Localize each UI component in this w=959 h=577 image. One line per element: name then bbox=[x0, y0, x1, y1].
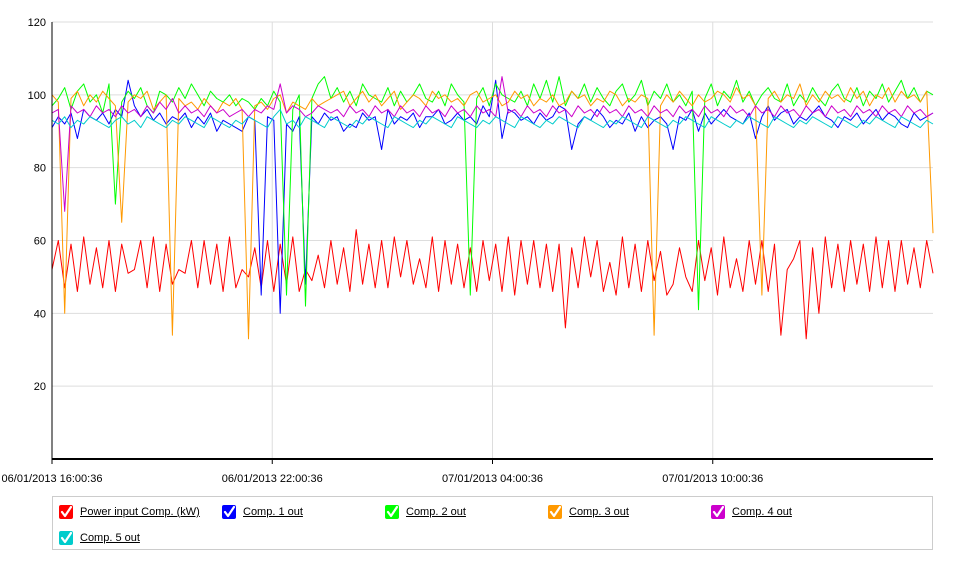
checkbox-icon[interactable] bbox=[385, 505, 399, 519]
series-line-5 bbox=[51, 108, 934, 129]
legend-label[interactable]: Comp. 3 out bbox=[569, 506, 629, 518]
x-tick-label: 06/01/2013 22:00:36 bbox=[222, 473, 323, 485]
check-mark-icon bbox=[386, 505, 399, 518]
legend-label[interactable]: Comp. 2 out bbox=[406, 506, 466, 518]
check-mark-icon bbox=[60, 531, 73, 544]
y-tick-label: 20 bbox=[34, 381, 46, 393]
check-mark-icon bbox=[712, 505, 725, 518]
axes bbox=[51, 22, 933, 460]
x-tick-labels: 06/01/2013 16:00:36 06/01/2013 22:00:36 07… bbox=[2, 473, 764, 485]
legend-label[interactable]: Comp. 5 out bbox=[80, 532, 140, 544]
legend-item-comp-2[interactable]: Comp. 2 out bbox=[385, 503, 466, 521]
y-tick-label: 120 bbox=[28, 17, 46, 29]
y-tick-label: 100 bbox=[28, 90, 46, 102]
check-mark-icon bbox=[60, 505, 73, 518]
series-line-3 bbox=[51, 83, 934, 340]
series-line-2 bbox=[51, 76, 934, 311]
x-tick-label: 07/01/2013 04:00:36 bbox=[442, 473, 543, 485]
checkbox-icon[interactable] bbox=[59, 505, 73, 519]
x-tick-label: 06/01/2013 16:00:36 bbox=[2, 473, 103, 485]
series-line-4 bbox=[51, 76, 934, 212]
legend-label[interactable]: Power input Comp. (kW) bbox=[80, 506, 200, 518]
checkbox-icon[interactable] bbox=[222, 505, 236, 519]
x-tick-label: 07/01/2013 10:00:36 bbox=[662, 473, 763, 485]
check-mark-icon bbox=[223, 505, 236, 518]
checkbox-icon[interactable] bbox=[711, 505, 725, 519]
check-mark-icon bbox=[549, 505, 562, 518]
series-line-1 bbox=[51, 79, 934, 314]
legend-item-comp-3[interactable]: Comp. 3 out bbox=[548, 503, 629, 521]
series-line-0 bbox=[51, 229, 934, 340]
y-tick-labels: 20 40 60 80 100 120 bbox=[28, 17, 46, 393]
y-tick-label: 40 bbox=[34, 308, 46, 320]
legend-label[interactable]: Comp. 1 out bbox=[243, 506, 303, 518]
legend-item-comp-4[interactable]: Comp. 4 out bbox=[711, 503, 792, 521]
series-lines bbox=[51, 76, 934, 340]
checkbox-icon[interactable] bbox=[548, 505, 562, 519]
legend-item-comp-5[interactable]: Comp. 5 out bbox=[59, 529, 140, 547]
legend-item-power-input[interactable]: Power input Comp. (kW) bbox=[59, 503, 200, 521]
y-tick-label: 80 bbox=[34, 163, 46, 175]
checkbox-icon[interactable] bbox=[59, 531, 73, 545]
y-tick-label: 60 bbox=[34, 236, 46, 248]
legend-label[interactable]: Comp. 4 out bbox=[732, 506, 792, 518]
legend: Power input Comp. (kW) Comp. 1 out Comp.… bbox=[52, 496, 933, 550]
legend-item-comp-1[interactable]: Comp. 1 out bbox=[222, 503, 303, 521]
